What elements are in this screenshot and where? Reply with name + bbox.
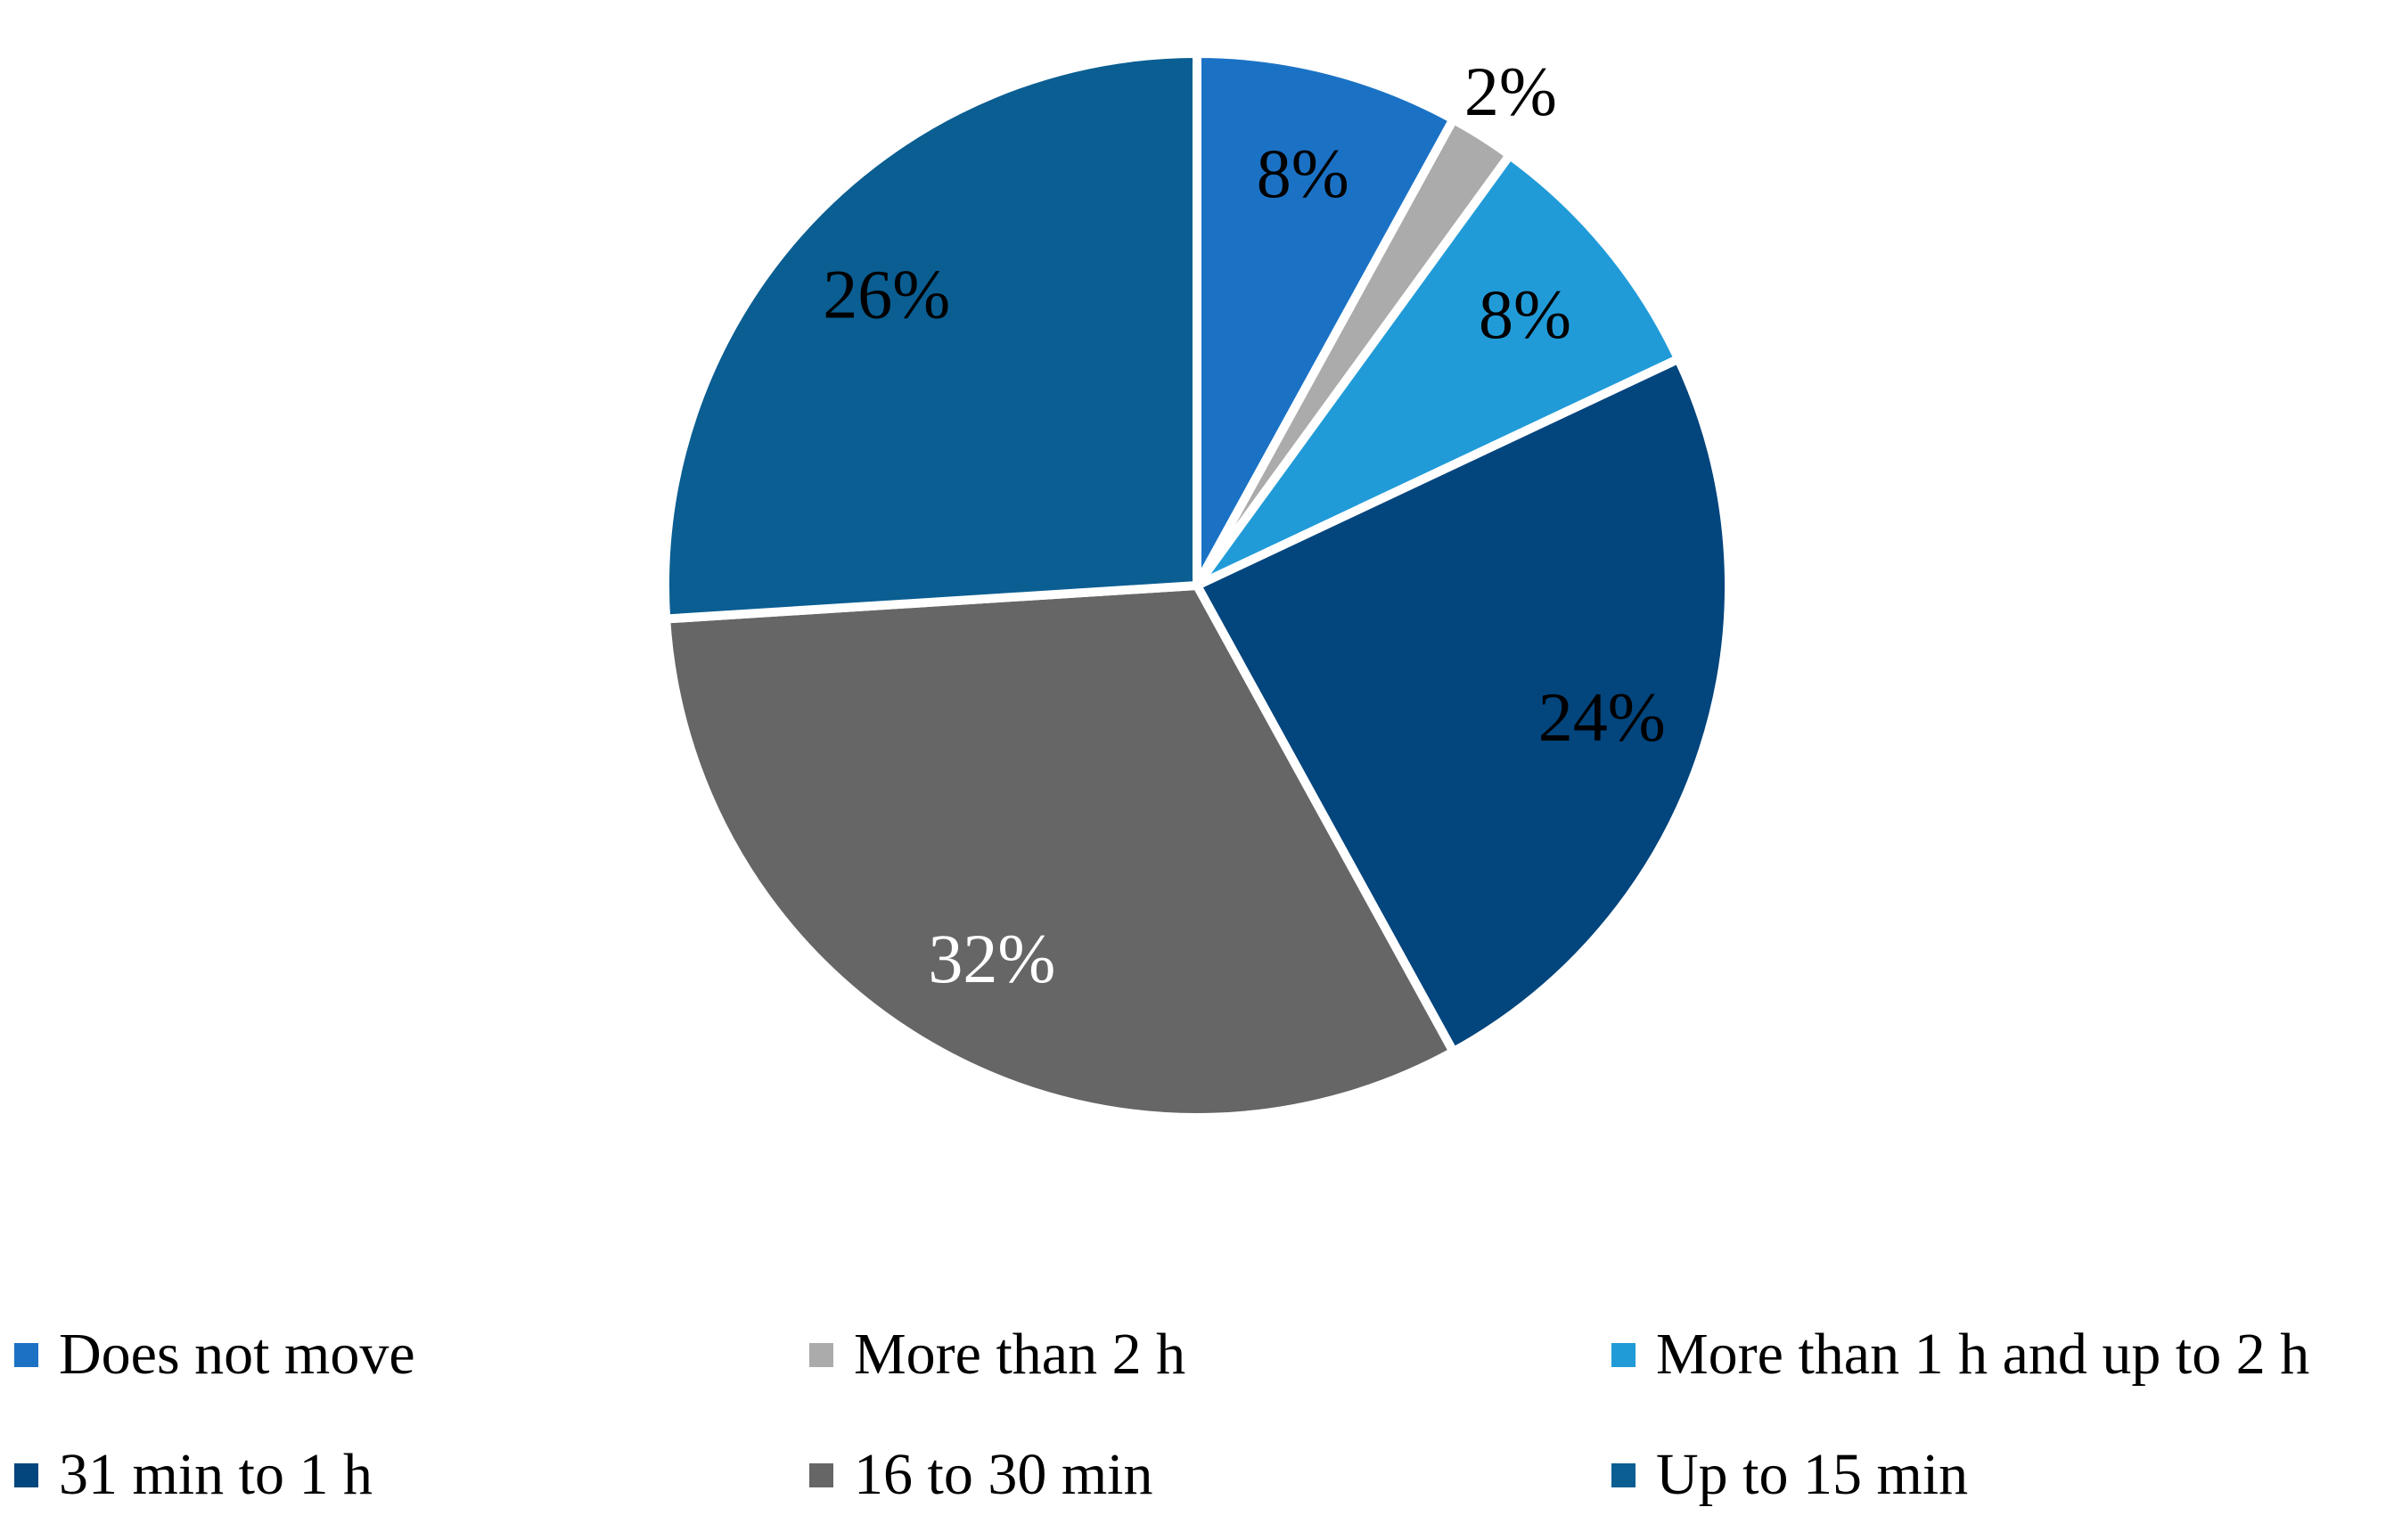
legend-item-31min-to-1h: 31 min to 1 h bbox=[14, 1441, 373, 1509]
legend-marker-icon bbox=[809, 1342, 833, 1367]
legend-item-more-than-2h: More than 2 h bbox=[809, 1321, 1185, 1388]
legend-label: More than 1 h and up to 2 h bbox=[1656, 1322, 2310, 1387]
data-label-does-not-move: 8% bbox=[1257, 135, 1349, 212]
data-label-more-than-1-h-and-up-to-2-h: 8% bbox=[1479, 275, 1571, 353]
legend-marker-icon bbox=[1611, 1462, 1635, 1487]
legend-item-does-not-move: Does not move bbox=[14, 1321, 415, 1388]
pie-slice-more-than-1-h-and-up-to-2-h bbox=[1193, 149, 1685, 590]
pie-slice-does-not-move bbox=[1193, 48, 1460, 588]
legend-marker-icon bbox=[14, 1462, 38, 1487]
pie-slice-16-to-30-min bbox=[660, 580, 1460, 1122]
pie-slice-up-to-15-min bbox=[660, 48, 1201, 624]
legend-marker-icon bbox=[809, 1462, 833, 1487]
legend-label: More than 2 h bbox=[854, 1322, 1186, 1387]
data-label-up-to-15-min: 26% bbox=[823, 256, 950, 333]
legend-item-up-to-15min: Up to 15 min bbox=[1611, 1441, 1968, 1509]
pie-chart: 8% 2% 8% 24% 32% 26% bbox=[660, 48, 1734, 1122]
data-label-more-than-2-h: 2% bbox=[1464, 53, 1557, 130]
data-label-16-to-30-min: 32% bbox=[928, 920, 1055, 997]
data-label-31-min-to-1-h: 24% bbox=[1538, 678, 1666, 756]
pie-slice-31-min-to-1-h bbox=[1191, 353, 1734, 1058]
legend-label: Up to 15 min bbox=[1656, 1442, 1969, 1507]
legend-label: 16 to 30 min bbox=[854, 1442, 1153, 1507]
legend-marker-icon bbox=[14, 1342, 38, 1367]
legend-item-16-to-30min: 16 to 30 min bbox=[809, 1441, 1153, 1509]
legend-label: Does not move bbox=[59, 1322, 415, 1387]
legend-label: 31 min to 1 h bbox=[59, 1442, 373, 1507]
legend-marker-icon bbox=[1611, 1342, 1635, 1367]
legend-item-more-than-1h-up-to-2h: More than 1 h and up to 2 h bbox=[1611, 1321, 2309, 1388]
